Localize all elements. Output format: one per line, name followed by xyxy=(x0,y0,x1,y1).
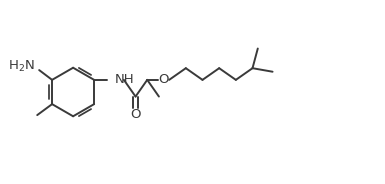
Text: O: O xyxy=(158,73,169,86)
Text: NH: NH xyxy=(115,73,134,86)
Text: O: O xyxy=(130,108,141,121)
Text: H$_2$N: H$_2$N xyxy=(8,59,35,74)
